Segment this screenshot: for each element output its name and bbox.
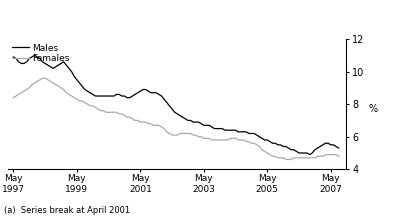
Line: Females: Females xyxy=(13,78,339,159)
Females xyxy=(14,95,18,97)
Females xyxy=(11,96,16,99)
Males xyxy=(202,124,206,127)
Males xyxy=(156,93,161,96)
Females xyxy=(40,77,45,79)
Females xyxy=(202,137,206,140)
Males xyxy=(109,95,114,97)
Males xyxy=(35,56,40,58)
Males xyxy=(75,79,79,81)
Text: (a)  Series break at April 2001: (a) Series break at April 2001 xyxy=(4,206,130,215)
Males xyxy=(14,57,18,60)
Females xyxy=(283,158,288,161)
Legend: Males, Females: Males, Females xyxy=(12,44,70,63)
Males xyxy=(307,153,312,156)
Line: Males: Males xyxy=(13,55,339,155)
Females xyxy=(336,155,341,158)
Males xyxy=(32,54,37,57)
Males xyxy=(336,147,341,150)
Females xyxy=(109,111,114,114)
Y-axis label: %: % xyxy=(368,104,377,114)
Males xyxy=(11,56,16,58)
Females xyxy=(32,82,37,84)
Females xyxy=(156,124,161,127)
Females xyxy=(75,98,79,100)
